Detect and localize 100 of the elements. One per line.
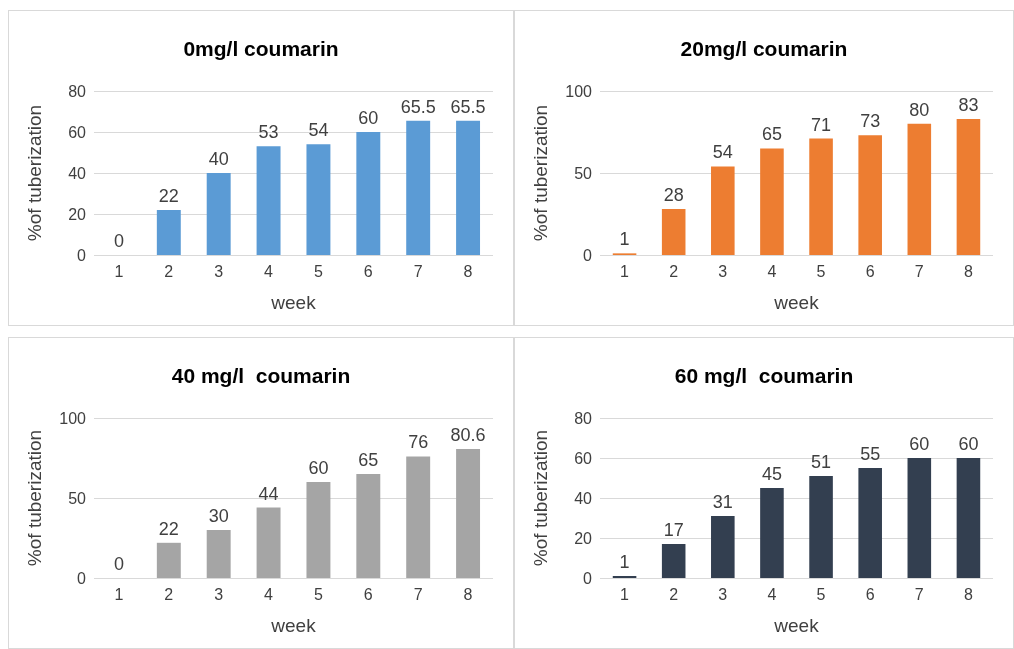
x-tick-label: 8 xyxy=(963,585,973,603)
y-tick-label: 80 xyxy=(574,409,593,427)
bar xyxy=(858,135,882,255)
x-tick-label: 3 xyxy=(214,262,224,280)
bar xyxy=(206,530,231,578)
x-tick-label: 7 xyxy=(413,585,423,603)
data-label: 65.5 xyxy=(450,96,486,117)
bar xyxy=(156,542,181,578)
y-axis-title: %of tuberization xyxy=(24,429,45,567)
x-axis-title: week xyxy=(270,292,317,313)
data-label: 17 xyxy=(663,520,684,540)
bar xyxy=(406,120,431,255)
x-axis-title: week xyxy=(773,292,820,313)
y-tick-label: 50 xyxy=(574,164,593,182)
x-tick-label: 5 xyxy=(816,262,826,280)
y-tick-label: 20 xyxy=(68,205,87,223)
data-label: 1 xyxy=(619,229,630,250)
bar xyxy=(661,209,686,255)
data-label: 80.6 xyxy=(450,425,486,446)
x-tick-label: 2 xyxy=(164,585,174,603)
data-label: 76 xyxy=(408,432,429,453)
bar xyxy=(256,507,281,578)
data-label: 22 xyxy=(158,185,179,206)
x-tick-label: 1 xyxy=(620,262,630,280)
data-label: 65 xyxy=(358,450,379,470)
data-label: 53 xyxy=(258,122,279,143)
x-tick-label: 4 xyxy=(264,262,274,280)
x-tick-label: 3 xyxy=(718,262,728,280)
x-tick-label: 7 xyxy=(914,262,924,280)
data-label: 45 xyxy=(761,464,782,484)
x-tick-label: 6 xyxy=(363,262,373,280)
x-tick-label: 4 xyxy=(767,262,777,280)
y-tick-label: 40 xyxy=(68,164,87,182)
bar xyxy=(907,123,932,255)
bar xyxy=(456,449,481,578)
bar xyxy=(711,516,735,578)
bar xyxy=(356,474,381,578)
data-label: 22 xyxy=(158,518,179,539)
bar xyxy=(206,173,231,255)
bar xyxy=(907,458,932,578)
bar xyxy=(858,468,882,578)
y-tick-label: 0 xyxy=(583,569,593,587)
x-tick-label: 7 xyxy=(914,585,924,603)
bar xyxy=(760,148,784,255)
data-label: 1 xyxy=(619,552,630,572)
x-tick-label: 2 xyxy=(669,262,679,280)
data-label: 31 xyxy=(712,492,733,512)
data-label: 54 xyxy=(308,120,329,141)
x-tick-label: 4 xyxy=(767,585,777,603)
bar xyxy=(356,132,381,255)
y-tick-label: 20 xyxy=(574,529,593,547)
data-label: 60 xyxy=(358,108,379,128)
x-tick-label: 2 xyxy=(669,585,679,603)
bar xyxy=(156,209,181,255)
data-label: 65.5 xyxy=(400,96,436,117)
data-label: 60 xyxy=(909,434,930,454)
chart-title: 0mg/l coumarin xyxy=(183,37,339,60)
y-tick-label: 100 xyxy=(59,409,87,427)
bar xyxy=(809,476,833,578)
data-label: 60 xyxy=(308,458,329,478)
x-axis-title: week xyxy=(773,615,820,636)
y-tick-label: 0 xyxy=(77,569,87,587)
data-label: 51 xyxy=(811,452,832,472)
x-tick-label: 4 xyxy=(264,585,274,603)
bar xyxy=(256,146,281,255)
data-label: 71 xyxy=(811,114,832,135)
x-axis-title: week xyxy=(270,615,317,636)
data-label: 60 xyxy=(958,434,979,454)
bar xyxy=(956,458,981,578)
bar xyxy=(956,118,981,255)
data-label: 0 xyxy=(113,231,124,251)
bar xyxy=(809,138,833,255)
y-axis-title: %of tuberization xyxy=(530,429,551,567)
data-label: 40 xyxy=(208,149,229,169)
x-tick-label: 3 xyxy=(718,585,728,603)
y-tick-label: 100 xyxy=(565,82,593,100)
x-tick-label: 6 xyxy=(363,585,373,603)
data-label: 44 xyxy=(258,483,279,504)
chart-title: 20mg/l coumarin xyxy=(680,37,848,60)
bar xyxy=(306,144,331,255)
x-tick-label: 3 xyxy=(214,585,224,603)
bar xyxy=(760,488,784,578)
x-tick-label: 2 xyxy=(164,262,174,280)
data-label: 65 xyxy=(761,124,782,145)
bar xyxy=(306,482,331,578)
x-tick-label: 6 xyxy=(865,262,875,280)
chart-title: 40 mg/l coumarin xyxy=(171,364,351,387)
x-tick-label: 6 xyxy=(865,585,875,603)
data-label: 55 xyxy=(860,444,881,464)
data-label: 0 xyxy=(113,554,124,574)
x-tick-label: 8 xyxy=(963,262,973,280)
bar xyxy=(456,120,481,255)
y-tick-label: 50 xyxy=(68,489,87,507)
x-tick-label: 7 xyxy=(413,262,423,280)
x-tick-label: 5 xyxy=(816,585,826,603)
y-tick-label: 80 xyxy=(68,82,87,100)
chart-title: 60 mg/l coumarin xyxy=(674,364,854,387)
x-tick-label: 8 xyxy=(463,262,473,280)
data-label: 80 xyxy=(909,99,930,120)
bar xyxy=(661,544,686,578)
